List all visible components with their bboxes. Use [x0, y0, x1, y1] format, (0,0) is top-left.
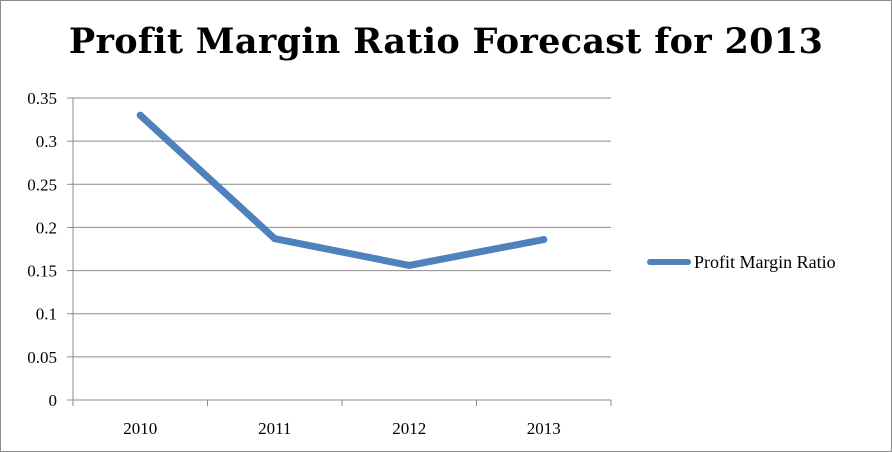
x-tick-label: 2010 [123, 419, 157, 438]
x-tick-label: 2013 [527, 419, 561, 438]
series-line [136, 111, 548, 269]
data-point [271, 235, 279, 243]
y-tick-label: 0.15 [27, 262, 57, 281]
x-tick-label: 2012 [392, 419, 426, 438]
x-tick-label: 2011 [258, 419, 291, 438]
chart-title: Profit Margin Ratio Forecast for 2013 [68, 21, 824, 62]
legend-swatch [647, 259, 691, 265]
y-tick-label: 0.3 [36, 132, 57, 151]
y-tick-label: 0.1 [36, 305, 57, 324]
data-point [540, 236, 548, 244]
data-point [136, 111, 144, 119]
legend-label: Profit Margin Ratio [694, 251, 836, 272]
y-tick-label: 0.35 [27, 89, 57, 108]
y-tick-label: 0.05 [27, 348, 57, 367]
legend: Profit Margin Ratio [647, 249, 836, 275]
y-tick-label: 0 [49, 391, 58, 410]
data-point [405, 261, 413, 269]
y-tick-label: 0.25 [27, 175, 57, 194]
y-tick-label: 0.2 [36, 218, 57, 237]
